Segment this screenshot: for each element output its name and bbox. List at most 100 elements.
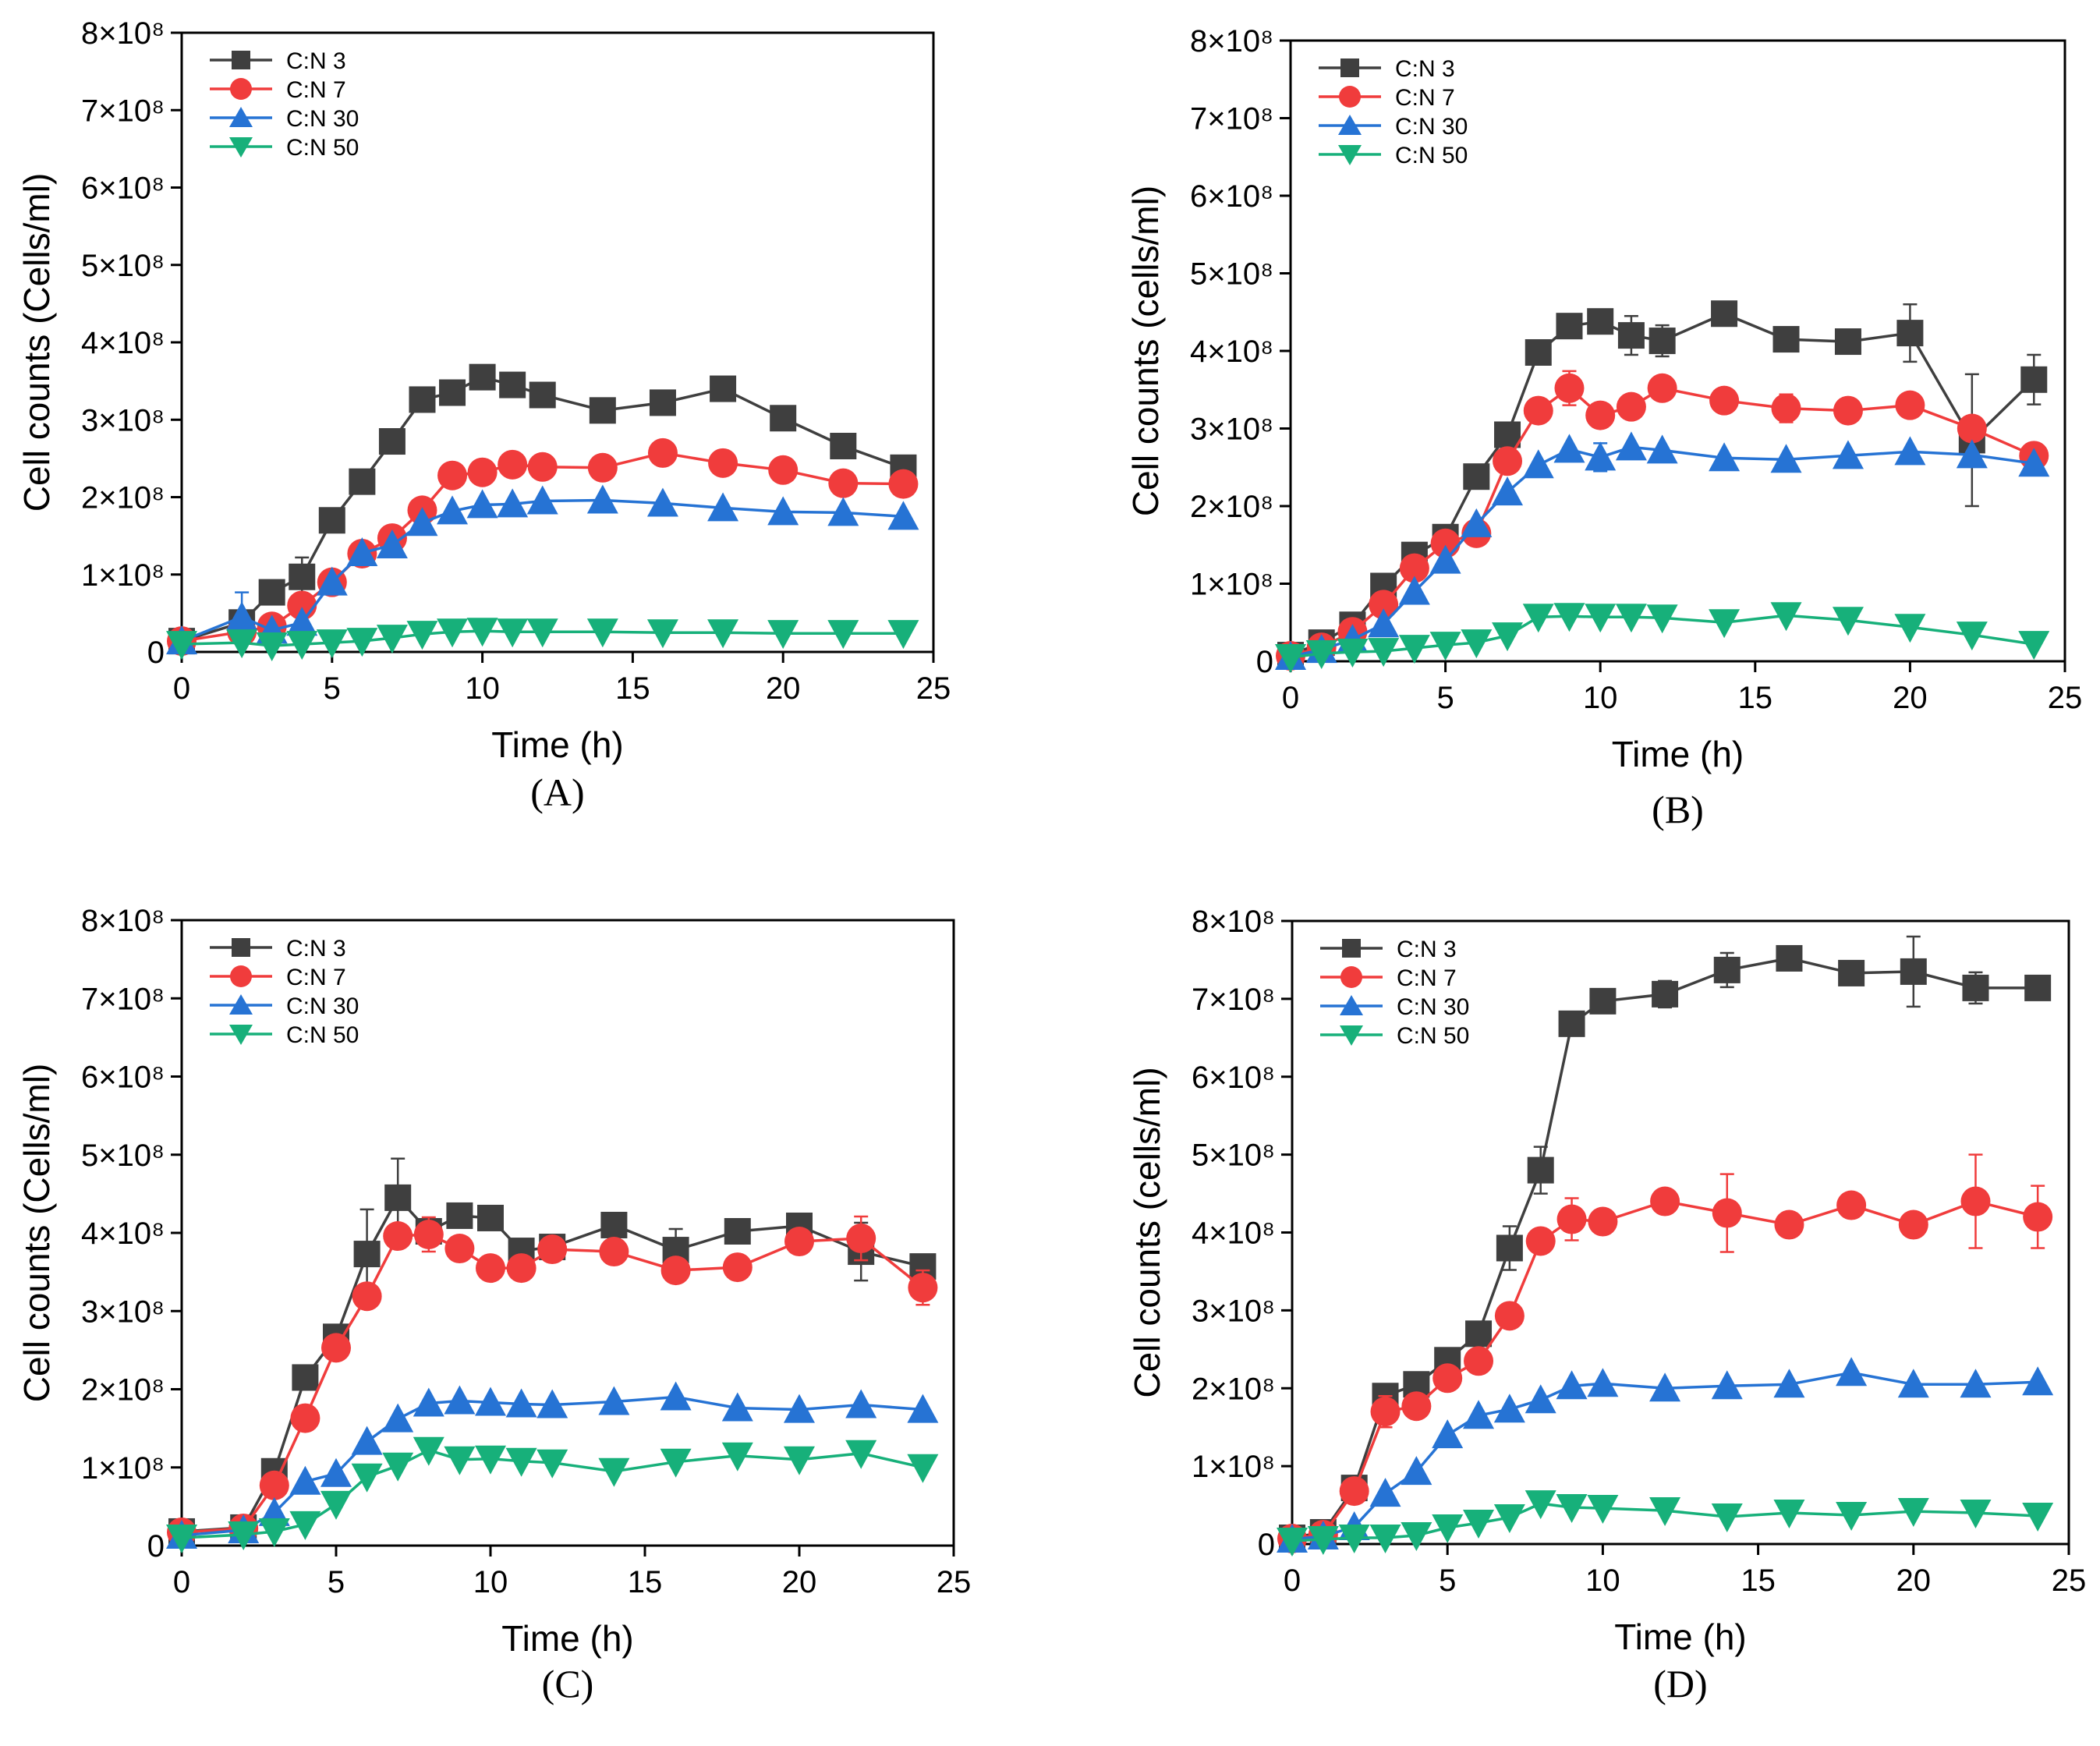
data-point [1713,956,1741,983]
y-tick-label: 0 [147,636,165,670]
data-point [1962,974,1989,1001]
data-point [378,428,405,455]
data-point [2022,1366,2054,1396]
data-point [600,1211,628,1238]
data-point [320,1457,352,1487]
data-point [1558,1010,1585,1037]
data-point [526,618,558,648]
data-point [349,468,376,495]
data-point [830,432,857,459]
data-point [1494,421,1521,448]
legend: C:N 3 C:N 7 C:N 30 C:N 50 [210,48,359,161]
data-point [845,1440,877,1469]
legend-marker [1338,115,1362,135]
data-point [1615,604,1647,633]
panel-c: 0 5 10 15 20 25 0 1×10⁸ 2×10⁸ 3×10⁸ 4×10⁸ 5×10⁸ 6×10… [16,904,971,1705]
data-point [1773,1500,1805,1529]
data-point [1401,1391,1432,1422]
data-point [1461,508,1493,537]
x-tick-label: 20 [782,1565,817,1599]
x-tick-label: 25 [916,671,951,706]
x-tick-label: 10 [465,671,500,706]
legend-label: C:N 50 [1397,1023,1469,1049]
y-tick-label: 4×10⁸ [81,1217,165,1251]
data-point [258,1518,290,1547]
data-point [722,1252,753,1283]
data-point [1617,322,1645,349]
y-tick-label: 8×10⁸ [1192,905,1275,939]
data-point [907,1454,939,1483]
legend-label: C:N 30 [286,993,359,1019]
data-point [767,620,799,650]
y-tick-label: 6×10⁸ [1190,179,1273,214]
legend-marker [1340,966,1362,988]
data-point [1339,1476,1369,1507]
y-tick-label: 2×10⁸ [1190,490,1273,524]
y-axis-title: Cell counts (Cells/ml) [16,1064,57,1403]
y-tick-label: 2×10⁸ [81,481,165,515]
data-point [1649,1372,1681,1402]
data-point [599,1237,629,1267]
legend-item: C:N 7 [1319,85,1455,111]
data-point [721,1392,753,1422]
data-point [316,629,348,659]
x-tick-label: 25 [937,1565,972,1599]
y-tick-label: 7×10⁸ [81,94,165,128]
legend-marker [1340,1025,1363,1046]
x-tick-label: 15 [1738,681,1773,715]
legend-item: C:N 50 [210,135,359,161]
data-point [1832,440,1864,469]
data-point [286,607,318,636]
data-point [1522,604,1554,633]
data-point [1709,442,1741,472]
data-point [1585,441,1617,471]
data-point [1646,604,1678,634]
data-point [527,452,558,482]
data-point [1522,449,1554,479]
x-tick-label: 5 [324,671,341,706]
data-point [383,1221,413,1252]
data-point [1369,1478,1401,1507]
y-tick-label: 2×10⁸ [1192,1372,1275,1406]
data-point [2018,448,2050,477]
data-point [537,1449,568,1479]
data-point [384,1184,412,1211]
panel-label: (B) [1652,788,1704,831]
data-point [1432,1419,1464,1449]
legend: C:N 3 C:N 7 C:N 30 C:N 50 [1320,937,1469,1049]
legend-marker [229,1025,253,1045]
data-point [1398,576,1430,605]
x-tick-label: 10 [1585,1564,1620,1598]
data-point [1711,300,1738,328]
y-tick-label: 7×10⁸ [1190,102,1273,136]
data-point [444,1446,476,1475]
x-tick-label: 25 [2048,681,2083,715]
data-point [1307,1526,1339,1556]
x-tick-label: 5 [328,1565,345,1599]
panel-label: (A) [530,770,584,814]
y-tick-label: 3×10⁸ [81,1294,165,1329]
legend-item: C:N 50 [1319,143,1468,168]
data-point [1305,640,1337,670]
legend-item: C:N 3 [1320,937,1457,962]
data-point [1588,1206,1618,1237]
data-point [660,1448,692,1478]
series-c-n-3 [1279,935,2052,1552]
data-point [646,619,678,649]
data-point [768,455,799,485]
data-point [1525,338,1552,366]
data-point [1834,328,1861,356]
data-point [646,487,678,517]
data-point [292,1364,319,1391]
data-point [770,405,797,432]
legend-label: C:N 3 [1395,56,1455,82]
y-axis-title: Cell counts (Cells/ml) [16,173,57,512]
legend-item: C:N 50 [1320,1023,1469,1049]
data-point [784,1227,814,1257]
data-point [828,468,859,498]
legend-marker [1339,86,1361,108]
data-point [1648,328,1676,355]
data-point [1773,1369,1805,1398]
data-point [1493,446,1523,476]
data-point [2022,1503,2054,1532]
